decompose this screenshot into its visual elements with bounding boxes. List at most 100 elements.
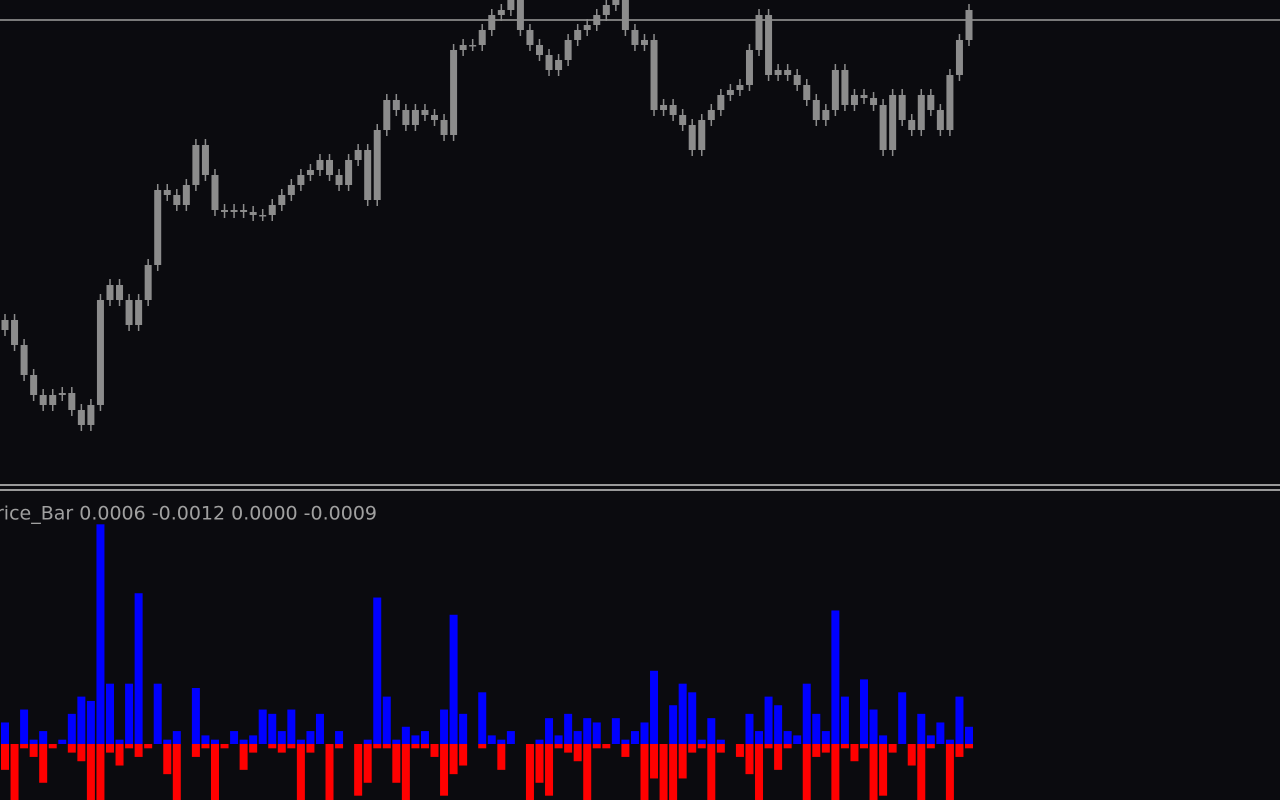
candle-body — [593, 15, 601, 25]
histogram-bar — [373, 744, 382, 749]
histogram-bar — [898, 692, 907, 744]
histogram-bar — [77, 744, 86, 762]
candle-body — [526, 30, 534, 45]
histogram-bar — [191, 744, 200, 757]
histogram-bar — [774, 705, 783, 744]
candle-body — [736, 85, 744, 90]
histogram-bar — [755, 744, 764, 800]
histogram-bar — [478, 744, 487, 749]
candle-body — [335, 175, 343, 185]
histogram-bar — [802, 683, 811, 744]
histogram-bar — [535, 744, 544, 783]
candle-body — [421, 110, 429, 115]
histogram-bar — [440, 744, 449, 796]
candle-body — [11, 320, 19, 345]
candle-body — [879, 105, 887, 150]
histogram-bar — [210, 739, 219, 744]
candle-body — [555, 60, 563, 70]
histogram-bar — [821, 731, 830, 744]
candle-body — [478, 30, 486, 45]
histogram-bar — [793, 735, 802, 744]
histogram-bar — [449, 744, 458, 775]
candle-body — [192, 145, 200, 185]
histogram-bar — [745, 713, 754, 744]
histogram-bar — [287, 709, 296, 744]
histogram-bar — [554, 735, 563, 744]
candle-body — [803, 85, 811, 100]
histogram-bar — [630, 731, 639, 744]
candle-body — [450, 50, 458, 135]
histogram-bar — [125, 744, 134, 749]
histogram-bar — [440, 709, 449, 744]
histogram-bar — [163, 739, 172, 744]
histogram-bar — [583, 718, 592, 744]
candle-body — [583, 25, 591, 30]
candle-body — [812, 100, 820, 120]
histogram-bar — [926, 744, 935, 749]
histogram-bar — [315, 713, 324, 744]
histogram-bar — [239, 744, 248, 770]
histogram-bar — [382, 696, 391, 744]
histogram-bar — [29, 739, 38, 744]
candle-body — [249, 212, 257, 215]
histogram-bar — [230, 731, 239, 744]
histogram-bar — [277, 731, 286, 744]
histogram-bar — [497, 739, 506, 744]
histogram-bar — [296, 739, 305, 744]
histogram-bar — [860, 679, 869, 744]
histogram-bar — [29, 744, 38, 757]
histogram-bar — [363, 744, 372, 783]
histogram-bar — [172, 744, 181, 800]
histogram-bar — [220, 744, 229, 749]
histogram-bar — [525, 744, 534, 800]
histogram-bar — [678, 744, 687, 779]
histogram-bar — [707, 718, 716, 744]
histogram-bar — [335, 744, 344, 749]
histogram-bar — [459, 744, 468, 766]
histogram-bar — [840, 744, 849, 749]
histogram-bar — [172, 731, 181, 744]
candle-body — [411, 110, 419, 125]
candle-body — [889, 95, 897, 150]
histogram-bar — [325, 744, 334, 800]
histogram-bar — [1, 744, 9, 770]
candle-body — [936, 110, 944, 130]
candle-body — [373, 130, 381, 200]
histogram-bar — [926, 735, 935, 744]
histogram-bar — [449, 614, 458, 744]
histogram-bar — [783, 731, 792, 744]
candle-body — [488, 15, 496, 30]
candle-body — [726, 90, 734, 95]
candle-body — [535, 45, 543, 55]
histogram-bar — [688, 692, 697, 744]
histogram-bar — [96, 744, 105, 800]
candle-body — [860, 95, 868, 98]
histogram-bar — [678, 683, 687, 744]
candle-body — [326, 160, 334, 175]
histogram-bar — [716, 744, 725, 753]
histogram-bar — [506, 731, 515, 744]
histogram-bar — [764, 744, 773, 749]
histogram-bar — [411, 735, 420, 744]
candle-body — [621, 0, 629, 30]
histogram-bar — [697, 744, 706, 749]
candle-body — [602, 5, 610, 15]
histogram-bar — [573, 731, 582, 744]
histogram-bar — [573, 744, 582, 762]
histogram-bar — [783, 744, 792, 749]
histogram-bar — [306, 744, 315, 753]
candle-body — [163, 190, 171, 195]
candle-body — [144, 265, 152, 300]
histogram-bar — [917, 744, 926, 800]
candle-body — [784, 70, 792, 75]
histogram-bar — [860, 744, 869, 749]
histogram-bar — [401, 726, 410, 744]
histogram-bar — [239, 739, 248, 744]
histogram-bar — [48, 744, 57, 749]
histogram-bar — [420, 731, 429, 744]
histogram-bar — [382, 744, 391, 749]
candle-body — [287, 185, 295, 195]
candle-body — [822, 110, 830, 120]
histogram-bar — [917, 713, 926, 744]
histogram-bar — [1, 722, 9, 744]
